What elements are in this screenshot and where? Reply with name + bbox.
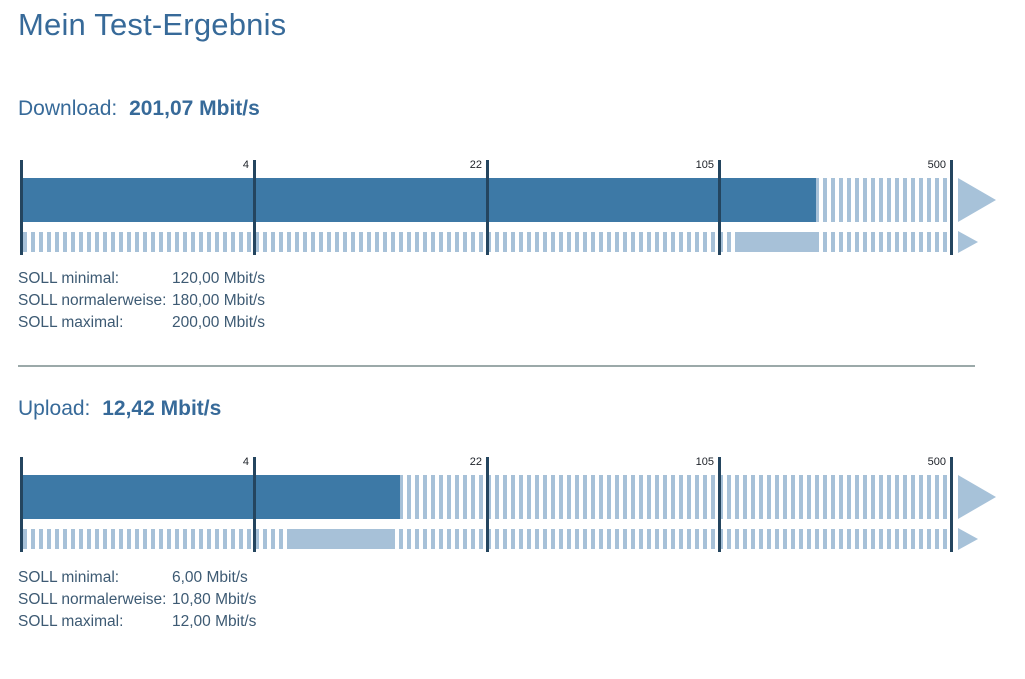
soll-row-label: SOLL normalerweise:: [18, 292, 167, 309]
soll-row: SOLL normalerweise: 180,00 Mbit/s: [18, 290, 265, 312]
arrow-right-small-icon: [958, 528, 978, 550]
soll-row-label: SOLL maximal:: [18, 613, 124, 630]
axis-tick-label: 22: [469, 159, 482, 171]
soll-row: SOLL maximal: 12,00 Mbit/s: [18, 611, 256, 633]
download-soll-table: SOLL minimal: 120,00 Mbit/s SOLL normale…: [18, 268, 265, 334]
axis-tick-line: [253, 457, 256, 552]
arrow-right-small-icon: [958, 231, 978, 253]
axis-tick-label: 105: [695, 456, 714, 468]
axis-tick-line: [486, 160, 489, 255]
axis-tick-line: [950, 457, 953, 552]
soll-row-label: SOLL minimal:: [18, 270, 120, 287]
axis-tick-line: [718, 457, 721, 552]
download-heading-value: 201,07 Mbit/s: [129, 97, 260, 120]
soll-row-value: 12,00 Mbit/s: [172, 613, 257, 630]
soll-row-value: 200,00 Mbit/s: [172, 314, 266, 331]
soll-row-label: SOLL normalerweise:: [18, 591, 167, 608]
axis-start-line: [20, 160, 23, 255]
measured-value-bar: [23, 178, 816, 222]
section-divider: [18, 365, 975, 367]
axis-tick-label: 500: [927, 159, 946, 171]
soll-range-bar: [291, 529, 395, 549]
arrow-right-icon: [958, 178, 996, 222]
download-heading: Download: 201,07 Mbit/s: [18, 95, 1007, 123]
soll-row-value: 180,00 Mbit/s: [172, 292, 266, 309]
upload-soll-table: SOLL minimal: 6,00 Mbit/s SOLL normalerw…: [18, 567, 256, 633]
download-section: Download: 201,07 Mbit/s 4 22 105 500 SOLL m…: [18, 95, 1007, 334]
soll-row-label: SOLL minimal:: [18, 569, 120, 586]
upload-heading-label: Upload:: [18, 397, 91, 420]
axis-tick-label: 500: [927, 456, 946, 468]
upload-heading-value: 12,42 Mbit/s: [102, 397, 222, 420]
axis-tick-label: 4: [242, 159, 249, 171]
axis-start-line: [20, 457, 23, 552]
axis-tick-label: 105: [695, 159, 714, 171]
axis-tick-line: [486, 457, 489, 552]
upload-chart: 4 22 105 500: [20, 455, 1005, 552]
download-chart: 4 22 105 500: [20, 158, 1005, 255]
soll-row: SOLL minimal: 6,00 Mbit/s: [18, 567, 256, 589]
axis-tick-label: 22: [469, 456, 482, 468]
soll-row-value: 6,00 Mbit/s: [172, 569, 248, 586]
upload-section: Upload: 12,42 Mbit/s 4 22 105 500 SOLL mini…: [18, 395, 1007, 633]
measured-value-bar: [23, 475, 400, 519]
axis-tick-line: [718, 160, 721, 255]
soll-row-value: 120,00 Mbit/s: [172, 270, 266, 287]
page-title: Mein Test-Ergebnis: [18, 7, 287, 42]
soll-row: SOLL normalerweise: 10,80 Mbit/s: [18, 589, 256, 611]
arrow-right-icon: [958, 475, 996, 519]
soll-range-bar: [739, 232, 815, 252]
axis-tick-label: 4: [242, 456, 249, 468]
soll-row: SOLL minimal: 120,00 Mbit/s: [18, 268, 265, 290]
axis-tick-line: [253, 160, 256, 255]
results-page: Mein Test-Ergebnis Download: 201,07 Mbit…: [18, 7, 1007, 633]
soll-row-label: SOLL maximal:: [18, 314, 124, 331]
axis-tick-line: [950, 160, 953, 255]
upload-heading: Upload: 12,42 Mbit/s: [18, 395, 1007, 423]
soll-row: SOLL maximal: 200,00 Mbit/s: [18, 312, 265, 334]
soll-row-value: 10,80 Mbit/s: [172, 591, 257, 608]
download-heading-label: Download:: [18, 97, 118, 120]
